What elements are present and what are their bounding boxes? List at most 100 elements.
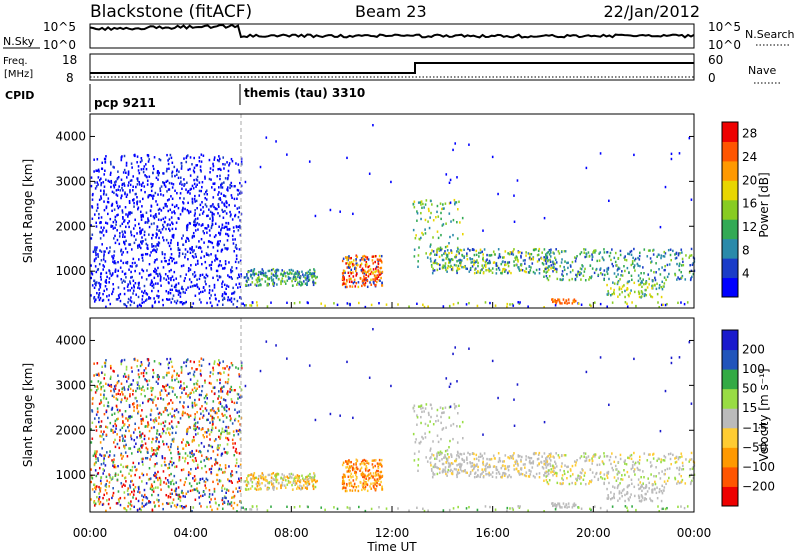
- power-cell: [502, 256, 504, 259]
- power-cell: [253, 267, 256, 271]
- power-cell: [138, 287, 141, 290]
- power-cell: [152, 171, 154, 175]
- velocity-cell: [260, 474, 262, 478]
- power-cell: [662, 303, 664, 306]
- power-cell: [107, 212, 109, 216]
- power-cell: [109, 302, 112, 306]
- velocity-cell: [232, 507, 235, 510]
- colorbar-tick-label: 8: [742, 243, 750, 257]
- power-cell: [185, 160, 188, 164]
- velocity-cell: [224, 381, 227, 384]
- velocity-cell: [171, 425, 173, 428]
- power-cell: [421, 231, 423, 235]
- power-cell: [589, 303, 591, 307]
- power-cell: [376, 274, 379, 277]
- nsearch-bottom-tick: 10^0: [708, 38, 741, 52]
- velocity-cell: [262, 476, 265, 479]
- velocity-cell: [196, 379, 199, 383]
- power-cell: [311, 272, 314, 275]
- power-cell: [343, 269, 346, 273]
- power-cell: [490, 253, 493, 257]
- power-cell: [130, 248, 133, 251]
- power-cell: [682, 260, 684, 264]
- velocity-cell: [278, 481, 280, 485]
- velocity-cell: [413, 452, 416, 455]
- power-cell: [240, 157, 243, 160]
- power-cell: [154, 267, 156, 271]
- power-cell: [97, 168, 100, 171]
- power-cell: [377, 275, 380, 279]
- power-cell: [255, 301, 258, 304]
- velocity-cell: [125, 465, 127, 468]
- power-cell: [455, 264, 457, 267]
- velocity-cell: [208, 412, 210, 415]
- power-cell: [278, 277, 280, 281]
- velocity-cell: [181, 412, 184, 416]
- velocity-cell: [201, 477, 204, 480]
- velocity-cell: [113, 395, 115, 399]
- velocity-cell: [177, 421, 180, 424]
- velocity-cell: [105, 433, 108, 437]
- velocity-cell: [348, 459, 350, 462]
- velocity-cell: [195, 403, 198, 407]
- velocity-cell: [187, 441, 189, 445]
- power-cell: [165, 227, 167, 231]
- velocity-cell: [198, 444, 200, 447]
- power-cell: [194, 274, 197, 277]
- power-cell: [454, 201, 456, 204]
- velocity-cell: [183, 505, 186, 509]
- velocity-cell: [99, 425, 101, 429]
- velocity-cell: [94, 469, 97, 472]
- power-cell: [148, 273, 151, 277]
- velocity-cell: [113, 464, 116, 467]
- power-cell: [475, 271, 478, 274]
- velocity-cell: [456, 450, 459, 454]
- power-cell: [224, 260, 227, 263]
- velocity-cell: [415, 438, 417, 441]
- velocity-cell: [186, 432, 188, 436]
- power-cell: [229, 183, 232, 187]
- velocity-cell: [156, 432, 158, 435]
- power-cell: [430, 211, 432, 215]
- velocity-cell: [527, 456, 530, 459]
- power-cell: [349, 265, 351, 269]
- velocity-cell: [147, 423, 149, 426]
- power-cell: [99, 237, 102, 240]
- velocity-cell: [171, 426, 174, 430]
- power-cell: [200, 208, 202, 211]
- velocity-cell: [204, 480, 207, 484]
- power-cell: [247, 270, 249, 274]
- velocity-cell: [350, 464, 353, 468]
- power-cell: [368, 269, 370, 272]
- velocity-cell: [205, 486, 207, 490]
- power-cell: [163, 183, 166, 187]
- velocity-cell: [215, 438, 217, 441]
- power-cell: [504, 268, 507, 272]
- power-cell: [105, 305, 107, 309]
- power-cell: [441, 266, 444, 269]
- velocity-cell: [181, 489, 183, 493]
- power-cell: [196, 206, 198, 210]
- velocity-cell: [375, 471, 377, 474]
- power-cell: [431, 203, 433, 206]
- velocity-cell: [191, 510, 193, 513]
- power-cell: [100, 177, 102, 180]
- velocity-cell: [119, 436, 121, 439]
- power-cell: [148, 262, 151, 266]
- velocity-cell: [362, 475, 365, 479]
- velocity-cell: [222, 420, 225, 423]
- power-cell: [627, 280, 629, 284]
- power-cell: [344, 282, 347, 286]
- power-cell: [624, 295, 626, 299]
- power-cell: [117, 175, 120, 179]
- velocity-cell: [194, 421, 197, 425]
- power-cell: [224, 292, 226, 295]
- power-cell: [150, 222, 153, 226]
- velocity-cell: [215, 460, 217, 464]
- velocity-cell: [178, 452, 181, 456]
- velocity-cell: [226, 443, 229, 446]
- velocity-cell: [126, 464, 129, 468]
- power-cell: [352, 275, 355, 278]
- power-cell: [618, 286, 621, 289]
